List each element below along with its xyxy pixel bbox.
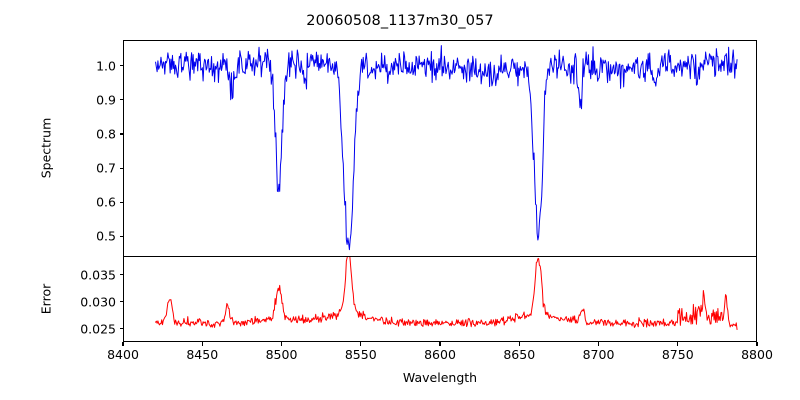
- spectrum-plot-area: [124, 41, 756, 256]
- spectrum-y-tick-label: 0.7: [96, 160, 116, 176]
- spectrum-y-tick-mark: [119, 65, 123, 67]
- spectrum-axes: [123, 40, 757, 257]
- spectrum-y-tick-mark: [119, 201, 123, 203]
- error-y-tick-mark: [119, 328, 123, 330]
- error-plot-area: [124, 257, 756, 341]
- error-x-tick-mark: [201, 342, 203, 346]
- error-x-tick-label: 8450: [186, 347, 219, 362]
- spectrum-y-tick-mark: [119, 235, 123, 238]
- spectrum-y-tick-mark: [119, 99, 123, 101]
- error-y-tick-mark: [119, 274, 123, 276]
- error-x-tick-label: 8700: [582, 347, 615, 362]
- error-y-tick-label: 0.035: [80, 267, 116, 283]
- error-data-line: [156, 257, 737, 330]
- error-y-tick-label: 0.030: [80, 294, 116, 310]
- error-x-tick-mark: [122, 342, 124, 346]
- error-y-axis-label: Error: [38, 283, 54, 315]
- chart-title: 20060508_1137m30_057: [306, 13, 494, 29]
- spectrum-y-axis-label: Spectrum: [38, 117, 54, 179]
- error-x-tick-mark: [677, 342, 679, 346]
- error-x-tick-mark: [756, 342, 758, 346]
- error-y-tick-label: 0.025: [80, 321, 116, 337]
- spectrum-y-tick-label: 0.6: [96, 194, 116, 210]
- error-x-tick-label: 8500: [265, 347, 298, 362]
- spectrum-y-tick-label: 0.8: [96, 126, 116, 142]
- error-x-tick-mark: [518, 342, 520, 346]
- spectrum-y-tick-label: 1.0: [96, 58, 116, 74]
- spectrum-y-tick-mark: [119, 133, 123, 135]
- error-x-tick-mark: [360, 342, 362, 346]
- spectrum-data-line: [156, 46, 737, 250]
- error-x-tick-label: 8650: [503, 347, 536, 362]
- error-y-tick-mark: [119, 301, 123, 303]
- spectrum-y-tick-label: 0.5: [96, 228, 116, 244]
- error-x-tick-mark: [439, 342, 441, 346]
- error-x-tick-label: 8550: [344, 347, 377, 362]
- error-x-tick-label: 8600: [424, 347, 456, 362]
- error-x-tick-mark: [280, 342, 283, 346]
- spectrum-y-tick-mark: [119, 167, 123, 169]
- error-axes: [123, 256, 757, 342]
- x-axis-label: Wavelength: [402, 370, 478, 385]
- error-x-tick-label: 8800: [741, 347, 773, 362]
- error-x-tick-mark: [597, 342, 600, 346]
- spectrum-y-tick-label: 0.9: [96, 92, 116, 108]
- error-x-tick-label: 8400: [107, 347, 139, 362]
- error-x-tick-label: 8750: [661, 347, 694, 362]
